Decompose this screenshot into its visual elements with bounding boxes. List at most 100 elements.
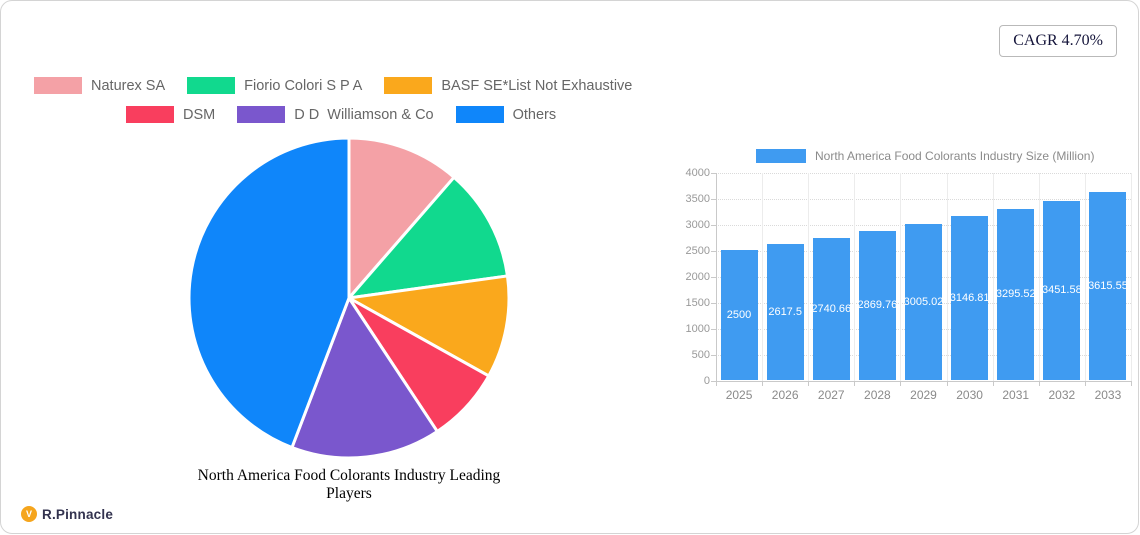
- x-tick: [946, 381, 948, 386]
- bar-value-label: 3615.55: [1089, 280, 1127, 292]
- gridline-v: [946, 173, 948, 381]
- x-tick: [1038, 381, 1040, 386]
- legend-label: DSM: [183, 106, 216, 123]
- y-axis-label: 4000: [685, 167, 710, 179]
- y-axis-label: 3000: [685, 219, 710, 231]
- gridline-v: [808, 173, 810, 381]
- pie-slice-fiorio-colori-s-p-a[interactable]: [347, 175, 509, 300]
- x-tick: [808, 381, 810, 386]
- pie-slice-naturex-sa[interactable]: [347, 136, 456, 300]
- bar-2027[interactable]: 2740.66: [812, 237, 850, 380]
- gridline-v: [1084, 173, 1086, 381]
- y-tick: [711, 199, 716, 200]
- pie-title: North America Food Colorants Industry Le…: [197, 467, 501, 502]
- pie-svg: [187, 136, 511, 460]
- x-tick: [1131, 381, 1132, 386]
- legend-item-fiorio-colori-s-p-a[interactable]: Fiorio Colori S P A: [187, 77, 362, 94]
- bar-value-label: 3451.58: [1043, 284, 1081, 297]
- x-axis-label-2029: 2029: [910, 388, 937, 402]
- y-axis-label: 500: [691, 349, 710, 361]
- gridline-v: [854, 173, 856, 381]
- x-axis-label-2026: 2026: [771, 388, 799, 402]
- x-tick: [762, 381, 764, 386]
- legend-swatch: [187, 77, 236, 94]
- pie-slice-basf-se-list-not-exhaustive[interactable]: [347, 274, 511, 378]
- legend-label: BASF SE*List Not Exhaustive: [441, 77, 633, 94]
- bar-2032[interactable]: 3451.58: [1043, 200, 1081, 380]
- x-axis-label-2032: 2032: [1048, 388, 1076, 402]
- y-tick: [711, 225, 716, 226]
- y-tick: [711, 277, 716, 278]
- x-axis-line: [716, 381, 1131, 382]
- x-axis-label-2027: 2027: [817, 388, 845, 402]
- pie-slice-others[interactable]: [187, 136, 351, 449]
- pie-legend: Naturex SA Fiorio Colori S P A BASF SE*Lis…: [34, 77, 632, 123]
- bar-value-label: 2617.5: [768, 305, 802, 318]
- bar-legend-item[interactable]: North America Food Colorants Industry Si…: [756, 149, 1094, 163]
- x-tick: [854, 381, 856, 386]
- legend-item-basf-se-list-not-exhaustive[interactable]: BASF SE*List Not Exhaustive: [384, 77, 632, 94]
- bar-2028[interactable]: 2869.76: [858, 230, 896, 380]
- brand-logo: V R.Pinnacle: [21, 506, 113, 522]
- y-axis-label: 0: [703, 375, 710, 387]
- gridline-v: [1038, 173, 1040, 381]
- bar-value-label: 2500: [726, 309, 752, 321]
- x-tick: [992, 381, 994, 386]
- legend-swatch: [34, 77, 82, 94]
- x-axis-label-2033: 2033: [1094, 388, 1122, 402]
- legend-item-d-d-williamson-co[interactable]: D D Williamson & Co: [237, 106, 434, 123]
- legend-row: Naturex SA Fiorio Colori S P A BASF SE*Lis…: [34, 77, 632, 94]
- legend-label: Naturex SA: [91, 77, 166, 94]
- y-tick: [711, 251, 716, 252]
- gridline-h: [716, 199, 1131, 200]
- x-axis-label-2031: 2031: [1002, 388, 1030, 402]
- y-tick: [711, 355, 716, 356]
- legend-item-dsm[interactable]: DSM: [126, 106, 215, 123]
- legend-swatch: [455, 106, 504, 123]
- y-axis-label: 1000: [685, 323, 710, 335]
- bar-legend-swatch: [756, 149, 806, 163]
- y-axis-label: 2500: [685, 245, 710, 257]
- bar-plot-area: 0 500 1000 1500 2000 2500 3000 3500 4000 2500 2025…: [686, 167, 1132, 402]
- legend-label: Fiorio Colori S P A: [244, 77, 363, 94]
- gridline-v: [992, 173, 994, 381]
- y-tick: [711, 381, 716, 382]
- bar-2029[interactable]: 3005.02: [905, 223, 942, 380]
- y-tick: [711, 173, 716, 174]
- x-tick: [716, 381, 717, 386]
- bar-2031[interactable]: 3295.52: [997, 208, 1035, 380]
- gridline-v: [900, 173, 902, 381]
- bar-2025[interactable]: 2500: [720, 250, 758, 380]
- bar-value-label: 3295.52: [997, 288, 1035, 301]
- bar-2033[interactable]: 3615.55: [1089, 192, 1127, 380]
- cagr-badge: CAGR 4.70%: [999, 25, 1117, 57]
- legend-row: DSM D D Williamson & Co Others: [126, 106, 632, 123]
- x-axis-label-2028: 2028: [864, 388, 891, 402]
- brand-icon: V: [21, 506, 37, 522]
- legend-swatch: [384, 77, 433, 94]
- bar-value-label: 2740.66: [812, 302, 850, 315]
- bar-value-label: 3005.02: [905, 295, 942, 308]
- y-axis-label: 1500: [685, 297, 710, 309]
- pie-chart: [184, 133, 514, 468]
- legend-label: Others: [512, 106, 557, 123]
- x-tick: [1084, 381, 1086, 386]
- gridline-v: [762, 173, 764, 381]
- bar-value-label: 2869.76: [858, 299, 896, 312]
- y-tick: [711, 303, 716, 304]
- pie-slice-d-d-williamson-co[interactable]: [290, 296, 439, 460]
- legend-swatch: [126, 106, 174, 123]
- legend-item-others[interactable]: Others: [455, 106, 557, 123]
- bar-2026[interactable]: 2617.5: [766, 243, 804, 380]
- y-axis-line: [716, 173, 717, 381]
- bar-value-label: 3146.81: [951, 292, 989, 305]
- gridline-v: [1131, 173, 1132, 381]
- y-tick: [711, 329, 716, 330]
- bar-2030[interactable]: 3146.81: [951, 216, 989, 380]
- y-axis-label: 3500: [685, 193, 710, 205]
- y-axis-label: 2000: [685, 271, 710, 283]
- legend-label: D D Williamson & Co: [294, 106, 434, 123]
- bar-legend-label: North America Food Colorants Industry Si…: [815, 149, 1095, 163]
- legend-item-naturex-sa[interactable]: Naturex SA: [34, 77, 165, 94]
